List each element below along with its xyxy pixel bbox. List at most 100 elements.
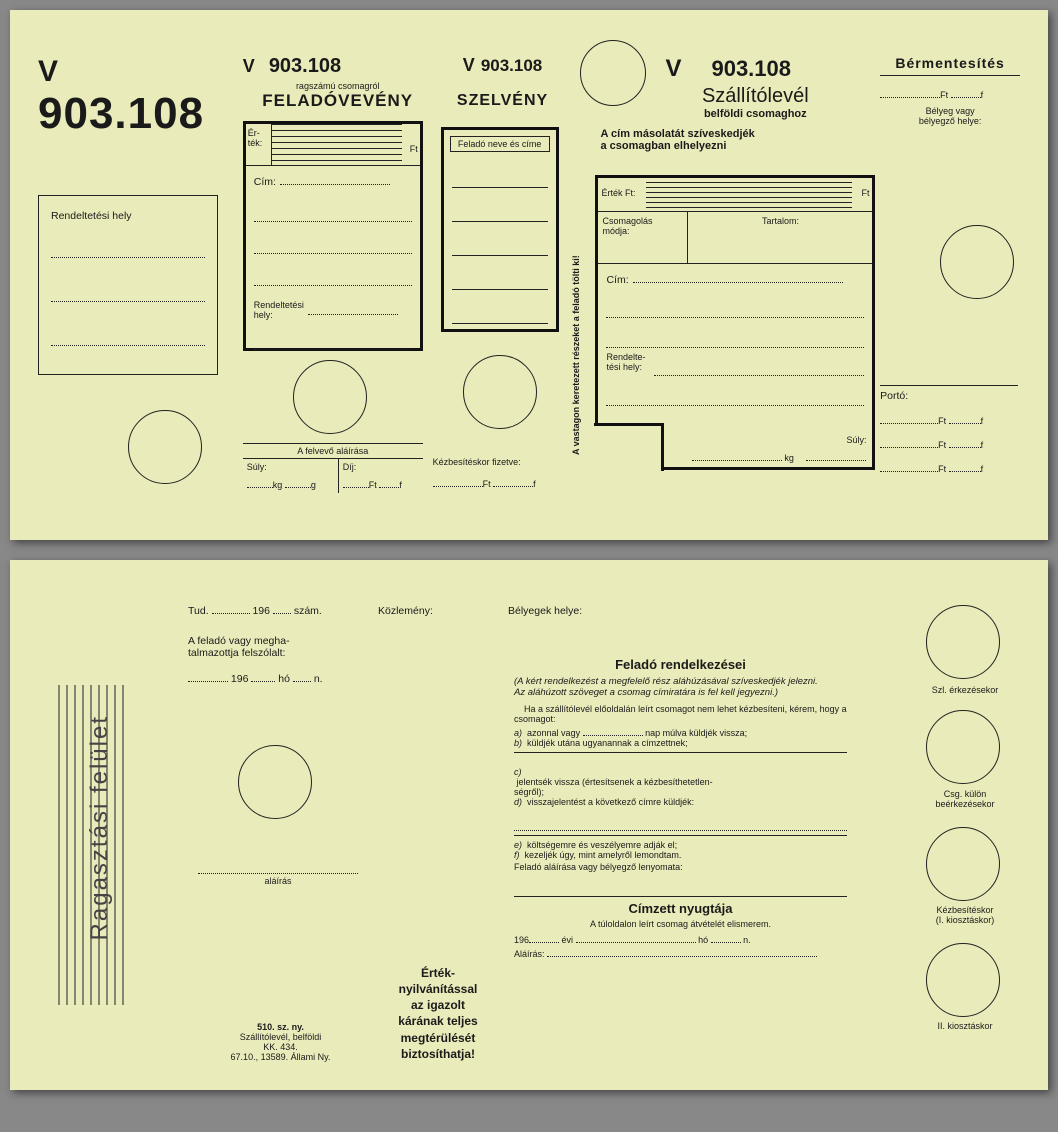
col-ragasztasi: Ragasztási felület — [38, 605, 188, 1062]
col-bermentes: Bérmentesítés Ft f Bélyeg vagy bélyegző … — [880, 55, 1020, 512]
stamp-circle-4a — [580, 40, 646, 106]
f5a: f — [981, 90, 984, 100]
b: b) — [514, 738, 522, 748]
felado-text: A feladó vagy megha- talmazottja felszól… — [188, 635, 378, 659]
box-szelveny: Feladó neve és címe — [441, 127, 559, 332]
f-text: kezeljék úgy, mint amelyről lemondtam. — [525, 850, 682, 860]
lbl-c3: Kézbesítéskor (I. kiosztáskor) — [910, 905, 1020, 925]
imprint: 510. sz. ny. Szállítólevél, belföldi KK.… — [198, 1022, 363, 1062]
e: e) — [514, 840, 522, 850]
cim4: Cím: — [606, 274, 628, 286]
col-tracking: V 903.108 Rendeltetési hely — [38, 55, 243, 512]
f3: f — [533, 479, 536, 489]
c: c) — [514, 767, 522, 777]
form-back: Ragasztási felület Tud. 196 szám. A fela… — [10, 560, 1048, 1090]
col-feladoveveny: V 903.108 ragszámú csomagról FELADÓVEVÉN… — [243, 55, 433, 512]
b-text: küldjék utána ugyanannak a címzettnek; — [527, 738, 688, 748]
porto-block: Portó: Ft f Ft f Ft f — [880, 385, 1018, 474]
rend-title: Feladó rendelkezései — [514, 657, 847, 672]
ft5b: Ft — [938, 416, 946, 426]
alairas2: aláírás — [198, 876, 358, 886]
berm-title: Bérmentesítés — [880, 55, 1020, 71]
col-rendelkezesek: Bélyegek helye: Feladó rendelkezései (A … — [508, 605, 853, 1062]
lbl-c1: Szl. érkezésekor — [910, 685, 1020, 695]
kezb-label: Kézbesítéskor fizetve: — [433, 457, 568, 467]
evi: évi — [562, 935, 574, 945]
csomag: Csomagolás módja: — [598, 212, 688, 263]
kezb-row: Kézbesítéskor fizetve: Ft f — [433, 457, 568, 489]
rend-label: Rendeltetési hely: — [254, 300, 304, 320]
ft4: Ft — [852, 178, 872, 211]
a: a) — [514, 728, 522, 738]
col-vertical-gutter: A vastagon keretezett részeket a feladó … — [572, 55, 590, 512]
tud: Tud. — [188, 605, 209, 617]
ragszam: ragszámú csomagról — [243, 81, 433, 91]
cimmas: A cím másolatát szíveskedjék a csomagban… — [600, 128, 880, 152]
ff: f) — [514, 850, 520, 860]
lbl-c2: Csg. külön beérkezésekor — [910, 789, 1020, 809]
szall-title: Szállítólevél — [630, 85, 880, 108]
rend-it1: (A kért rendelkezést a megfelelő rész al… — [514, 676, 847, 687]
d: d) — [514, 797, 522, 807]
ertek-block: Érték- nyilvánítással az igazolt kárának… — [378, 965, 498, 1062]
n4: n. — [743, 935, 751, 945]
col-szallitolevel: V 903.108 Szállítólevél belföldi csomagh… — [590, 55, 880, 512]
felvevo-label: A felvevő aláírása — [243, 444, 423, 458]
box-szall: Érték Ft: Ft Csomagolás módja: Tartalom:… — [595, 175, 875, 470]
ho: hó — [278, 673, 290, 685]
szelveny-title: SZELVÉNY — [433, 92, 573, 110]
d-text: visszajelentést a következő címre küldjé… — [527, 797, 694, 807]
box-destination: Rendeltetési hely — [38, 195, 218, 375]
stamp-circle-b2 — [238, 745, 312, 819]
cim-label: Cím: — [254, 176, 276, 188]
cimzett-text: A túloldalon leírt csomag átvételét elis… — [514, 919, 847, 929]
ft-label: Ft — [402, 124, 420, 165]
imp3: KK. 434. — [198, 1042, 363, 1052]
rend-p: Ha a szállítólevél előoldalán leírt csom… — [514, 704, 847, 724]
circle-kezb — [926, 827, 1000, 901]
ertek-label: Ér- ték: — [246, 124, 272, 165]
stamp-circle-2 — [293, 360, 367, 434]
dest-label: Rendeltetési hely — [51, 210, 205, 222]
col-circles: Szl. érkezésekor Csg. külön beérkezéseko… — [870, 605, 1020, 1062]
v4: V — [665, 55, 681, 83]
e-text: költségemre és veszélyemre adják el; — [527, 840, 677, 850]
cimzett-title: Címzett nyugtája — [514, 901, 847, 916]
tracking-number-large: 903.108 — [38, 89, 243, 139]
c-text: jelentsék vissza (értesítsenek a kézbesí… — [514, 777, 713, 797]
stamp-circle-3 — [463, 355, 537, 429]
rend4: Rendelte- tési hely: — [606, 352, 654, 376]
ft5d: Ft — [938, 464, 946, 474]
col-kozlemeny: Közlemény: Érték- nyilvánítással az igaz… — [378, 605, 508, 1062]
circle-ii — [926, 943, 1000, 1017]
col-tud: Tud. 196 szám. A feladó vagy megha- talm… — [188, 605, 378, 1062]
suly-label: Súly: — [247, 462, 334, 472]
felado-nc: Feladó neve és címe — [450, 136, 550, 152]
vertical-note: A vastagon keretezett részeket a feladó … — [572, 115, 582, 455]
belyeg-label: Bélyeg vagy bélyegző helye: — [880, 106, 1020, 126]
num2: 903.108 — [269, 55, 341, 78]
col-szelveny: V 903.108 SZELVÉNY Feladó neve és címe K… — [433, 55, 573, 512]
v2: V — [243, 56, 255, 77]
ho4: hó — [698, 935, 708, 945]
feladoveveny-title: FELADÓVEVÉNY — [243, 91, 433, 111]
f5b: f — [981, 416, 984, 426]
kg4: kg — [784, 453, 794, 463]
circle-csg — [926, 710, 1000, 784]
ertek4: Érték Ft: — [598, 178, 646, 211]
kozl: Közlemény: — [378, 605, 508, 617]
circle-szl — [926, 605, 1000, 679]
form-front: V 903.108 Rendeltetési hely V 903.108 ra… — [10, 10, 1048, 540]
ftf: Ft — [369, 480, 377, 490]
kg: kg — [273, 480, 283, 490]
v3: V — [463, 55, 475, 76]
szall-sub: belföldi csomaghoz — [630, 108, 880, 120]
ragasztasi-label: Ragasztási felület — [86, 715, 114, 940]
n: n. — [314, 673, 323, 685]
tartalom: Tartalom: — [688, 212, 872, 263]
alairas4: Aláírás: — [514, 949, 545, 959]
g: g — [311, 480, 316, 490]
imp4: 67.10., 13589. Állami Ny. — [198, 1052, 363, 1062]
felvevo-row: A felvevő aláírása Súly: kg g Díj: Ft f — [243, 443, 423, 493]
imp2: Szállítólevél, belföldi — [198, 1032, 363, 1042]
